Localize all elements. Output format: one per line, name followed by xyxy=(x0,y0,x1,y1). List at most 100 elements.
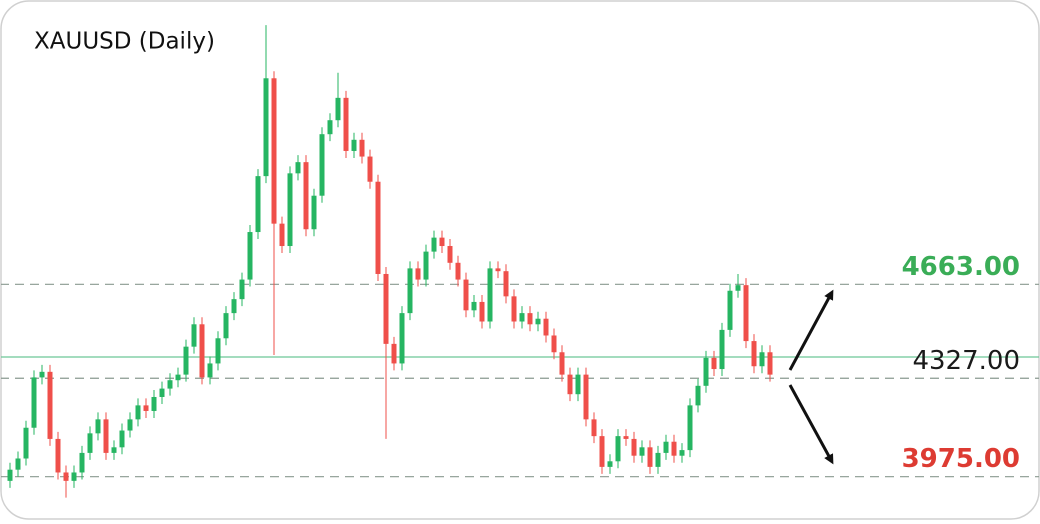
candle-body xyxy=(543,318,549,336)
candle-body xyxy=(615,436,621,462)
candle-body xyxy=(191,324,197,347)
candle-body xyxy=(751,341,757,367)
level-label: 4663.00 xyxy=(902,252,1020,282)
candle-body xyxy=(391,343,397,364)
candle-body xyxy=(319,134,325,196)
plot xyxy=(1,25,1039,498)
candle-body xyxy=(295,162,301,174)
candle-body xyxy=(207,363,213,378)
candle-body xyxy=(767,352,773,375)
candle-body xyxy=(719,329,725,370)
candle-body xyxy=(247,232,253,280)
candle-body xyxy=(95,419,101,434)
candle-body xyxy=(687,405,693,451)
candle-body xyxy=(375,181,381,274)
candle-body xyxy=(167,380,173,389)
candle-body xyxy=(255,176,261,233)
candle-body xyxy=(367,156,373,182)
candle-body xyxy=(23,427,29,459)
candle-body xyxy=(623,436,629,439)
candle-body xyxy=(447,246,453,263)
candle-body xyxy=(519,313,525,322)
candle-body xyxy=(359,139,365,157)
candle-body xyxy=(47,371,53,439)
candle-body xyxy=(287,173,293,247)
level-label: 3975.00 xyxy=(902,444,1020,474)
candle-body xyxy=(103,419,109,453)
candle-body xyxy=(759,352,765,367)
candle-body xyxy=(135,405,141,420)
candle-body xyxy=(647,447,653,467)
candle-body xyxy=(599,436,605,467)
candle-body xyxy=(399,313,405,364)
candle-body xyxy=(343,97,349,151)
candle-body xyxy=(639,447,645,456)
candle-body xyxy=(7,469,13,481)
candle-body xyxy=(439,237,445,247)
candle-body xyxy=(535,318,541,325)
candle-body xyxy=(607,461,613,467)
candle-body xyxy=(383,273,389,344)
candle-body xyxy=(415,268,421,280)
candle-body xyxy=(175,374,181,381)
candle-body xyxy=(407,268,413,314)
candle-body xyxy=(567,374,573,395)
candle-body xyxy=(199,324,205,378)
candle-body xyxy=(55,438,61,473)
candle-body xyxy=(87,433,93,453)
candle-body xyxy=(631,438,637,456)
candle-body xyxy=(279,223,285,247)
candle-body xyxy=(15,458,21,470)
candle-body xyxy=(695,385,701,406)
candle-body xyxy=(463,279,469,311)
candle-body xyxy=(591,419,597,437)
candle-body xyxy=(327,120,333,135)
candle-body xyxy=(703,357,709,386)
candle-body xyxy=(111,447,117,453)
candle-body xyxy=(431,237,437,252)
candle-body xyxy=(143,405,149,411)
candle-body xyxy=(743,285,749,342)
chart-title: XAUUSD (Daily) xyxy=(34,29,215,55)
candle-body xyxy=(239,279,245,300)
candle-body xyxy=(671,441,677,456)
level-label: 4327.00 xyxy=(912,346,1020,376)
candle-body xyxy=(79,452,85,473)
candle-body xyxy=(263,78,269,177)
candle-body xyxy=(223,313,229,339)
candle-body xyxy=(527,313,533,325)
candle-body xyxy=(151,396,157,411)
candle-body xyxy=(663,441,669,453)
candle-body xyxy=(711,357,717,370)
candle-body xyxy=(311,195,317,230)
candle-body xyxy=(63,472,69,481)
candle-body xyxy=(511,296,517,322)
candle-body xyxy=(31,377,37,428)
candle-body xyxy=(119,430,125,448)
candle-body xyxy=(183,346,189,375)
candle-body xyxy=(455,262,461,280)
arrow-down xyxy=(788,384,834,465)
candle-body xyxy=(655,452,661,467)
candle-body xyxy=(231,299,237,314)
candle-body xyxy=(575,374,581,395)
candle-body xyxy=(487,268,493,322)
candle-body xyxy=(479,301,485,322)
candle-body xyxy=(351,139,357,151)
candle-body xyxy=(215,338,221,364)
candle-body xyxy=(159,388,165,397)
arrow-up xyxy=(788,289,834,371)
candle-body xyxy=(551,335,557,353)
candle-body xyxy=(679,450,685,456)
candle-body xyxy=(303,162,309,230)
candle-body xyxy=(127,419,133,431)
candle-body xyxy=(583,374,589,420)
candle-body xyxy=(735,285,741,291)
candle-body xyxy=(39,371,45,378)
candle-body xyxy=(559,352,565,375)
candle-body xyxy=(271,78,277,224)
candle-body xyxy=(727,290,733,330)
candle-body xyxy=(503,271,509,297)
